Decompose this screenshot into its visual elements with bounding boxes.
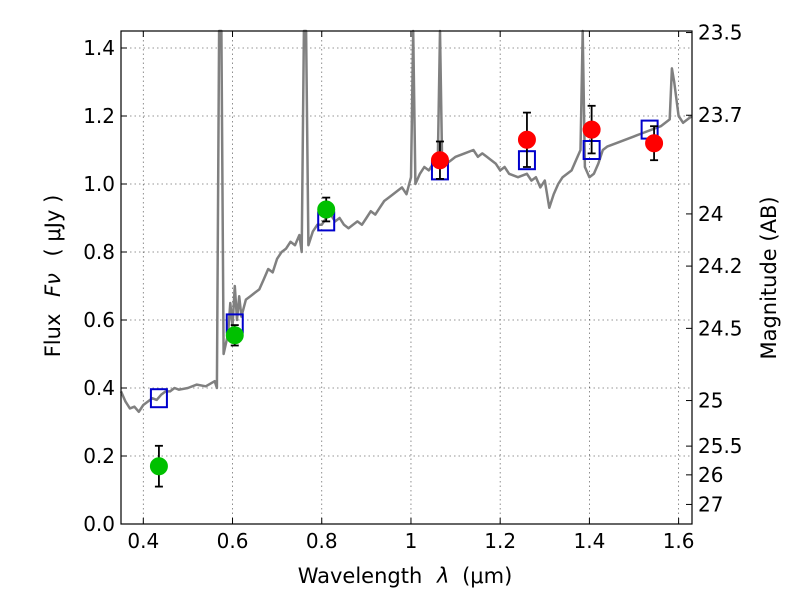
y-tick-label: 0.6 xyxy=(83,308,115,332)
observed-point xyxy=(582,120,601,139)
grid-layer xyxy=(121,31,692,525)
x-tick-label: 1.6 xyxy=(663,529,695,553)
plot-frame xyxy=(120,30,693,525)
y-tick-label: 1.4 xyxy=(83,36,115,60)
y2-tick-label: 25 xyxy=(698,389,723,413)
y2-tick-label: 25.5 xyxy=(698,434,743,458)
y2-tick-label: 23.7 xyxy=(698,103,743,127)
y-axis-title-symbol: Fν xyxy=(41,273,65,297)
y-axis-title: Flux Fν ( μJy ) xyxy=(41,195,65,358)
y-tick-label: 0.0 xyxy=(83,512,115,536)
x-tick-label: 0.6 xyxy=(217,529,249,553)
observed-point xyxy=(430,151,449,170)
spectrum-line xyxy=(119,29,693,414)
y-tick-label: 1.0 xyxy=(83,172,115,196)
x-axis-title-unit: (μm) xyxy=(462,564,512,588)
y-tick-label: 1.2 xyxy=(83,104,115,128)
x-tick-label: 1 xyxy=(405,529,418,553)
y-axis-title-unit: ( μJy ) xyxy=(41,195,65,257)
y-tick-label: 0.8 xyxy=(83,240,115,264)
x-tick-label: 0.4 xyxy=(127,529,159,553)
y2-tick-label: 24.5 xyxy=(698,316,743,340)
ticks-layer: 0.4 0.6 0.8 1 1.2 1.4 1.6 0.0 0.2 0.4 0.6 0.8 1.0 1.2… xyxy=(83,21,742,553)
y2-tick-label: 24 xyxy=(698,202,723,226)
observed-point xyxy=(517,130,536,149)
model-photometry-square xyxy=(149,388,168,409)
y2-tick-label: 26 xyxy=(698,463,723,487)
x-axis-title-text: Wavelength xyxy=(298,564,423,588)
y-axis-title-text: Flux xyxy=(41,314,65,358)
observed-point xyxy=(149,457,168,476)
y-tick-label: 0.2 xyxy=(83,444,115,468)
x-axis-title-symbol: λ xyxy=(436,564,449,588)
x-tick-label: 1.2 xyxy=(484,529,516,553)
y2-tick-label: 23.5 xyxy=(698,21,743,45)
y2-axis-title: Magnitude (AB) xyxy=(757,196,781,359)
data-layer xyxy=(119,29,693,488)
observed-point xyxy=(225,326,244,345)
x-axis-title: Wavelength λ (μm) xyxy=(298,564,513,588)
observed-point xyxy=(317,200,336,219)
x-tick-label: 0.8 xyxy=(306,529,338,553)
observed-point xyxy=(645,134,664,153)
y2-tick-label: 27 xyxy=(698,492,723,516)
y2-tick-label: 24.2 xyxy=(698,254,743,278)
x-tick-label: 1.4 xyxy=(573,529,605,553)
y-tick-label: 0.4 xyxy=(83,376,115,400)
